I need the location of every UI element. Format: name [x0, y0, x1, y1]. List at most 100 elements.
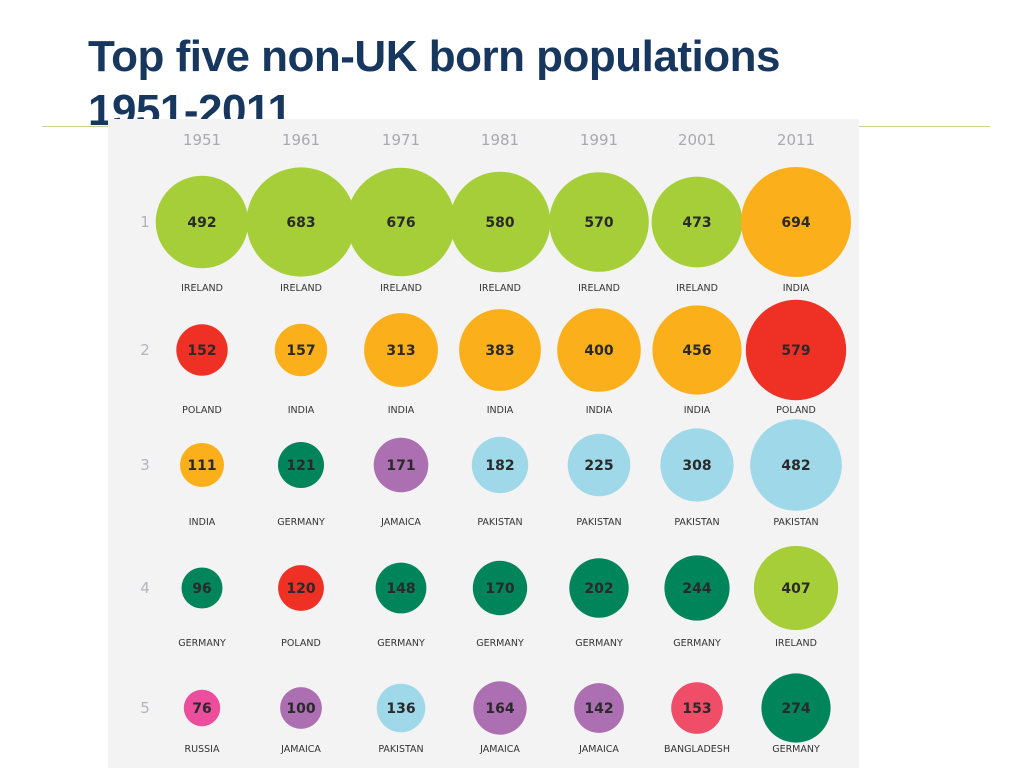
bubble-pakistan-1981 — [471, 436, 529, 494]
country-label: GERMANY — [277, 517, 325, 528]
country-label: INDIA — [388, 405, 415, 416]
bubble-india-1961 — [274, 323, 328, 377]
country-label: JAMAICA — [280, 744, 321, 755]
bubble-india-1991 — [557, 308, 641, 392]
bubble-chart: 1951 1961 1971 1981 1991 2001 2011 1 2 3 4 5 492 IREL… — [140, 131, 851, 755]
year-label-1981: 1981 — [481, 131, 519, 149]
value-label: 182 — [485, 458, 514, 474]
value-label: 473 — [682, 215, 711, 231]
value-label: 580 — [485, 215, 514, 231]
year-label-1961: 1961 — [282, 131, 320, 149]
bubble-germany-1971 — [375, 562, 427, 614]
country-label: GERMANY — [772, 744, 820, 755]
bubble-ireland-1991 — [549, 172, 649, 272]
country-label: GERMANY — [673, 638, 721, 649]
value-label: 383 — [485, 343, 514, 359]
value-label: 136 — [386, 701, 415, 717]
bubble-germany-1981 — [472, 560, 528, 616]
year-label-2011: 2011 — [777, 131, 815, 149]
bubble-jamaica-1971 — [373, 437, 429, 493]
country-label: JAMAICA — [380, 517, 421, 528]
bubble-poland-2011 — [745, 299, 847, 401]
bubble-jamaica-1961 — [280, 687, 322, 729]
bubble-pakistan-1971 — [376, 683, 426, 733]
bubble-ireland-2001 — [651, 176, 743, 268]
value-label: 456 — [682, 343, 711, 359]
bubble-jamaica-1981 — [473, 681, 527, 735]
country-label: IRELAND — [479, 283, 521, 294]
country-label: RUSSIA — [185, 744, 220, 755]
country-label: IRELAND — [578, 283, 620, 294]
country-label: INDIA — [487, 405, 514, 416]
value-label: 225 — [584, 458, 613, 474]
rank-label-5: 5 — [140, 699, 150, 717]
bubble-bangladesh-2001 — [671, 682, 723, 734]
rank-label-2: 2 — [140, 341, 150, 359]
bubble-germany-2011 — [761, 673, 831, 743]
value-label: 683 — [286, 215, 315, 231]
country-label: INDIA — [586, 405, 613, 416]
value-label: 120 — [286, 581, 315, 597]
country-label: INDIA — [189, 517, 216, 528]
bubble-pakistan-1991 — [567, 433, 631, 497]
country-label: PAKISTAN — [773, 517, 818, 528]
bubble-india-1951 — [180, 443, 224, 487]
country-label: GERMANY — [575, 638, 623, 649]
slide-title: Top five non-UK born populations 1951-20… — [88, 32, 780, 135]
value-label: 694 — [781, 215, 810, 231]
value-label: 171 — [386, 458, 415, 474]
rank-label-4: 4 — [140, 579, 150, 597]
bubble-india-1971 — [364, 313, 438, 387]
country-label: PAKISTAN — [576, 517, 621, 528]
value-label: 492 — [187, 215, 216, 231]
country-label: IRELAND — [676, 283, 718, 294]
bubble-india-2001 — [652, 305, 742, 395]
rank-label-3: 3 — [140, 456, 150, 474]
country-label: IRELAND — [181, 283, 223, 294]
year-label-1951: 1951 — [183, 131, 221, 149]
value-label: 121 — [286, 458, 315, 474]
value-label: 157 — [286, 343, 315, 359]
country-label: BANGLADESH — [664, 744, 730, 755]
value-label: 482 — [781, 458, 810, 474]
value-label: 111 — [187, 458, 216, 474]
value-label: 274 — [781, 701, 810, 717]
bubble-germany-2001 — [664, 555, 730, 621]
value-label: 152 — [187, 343, 216, 359]
rank-label-1: 1 — [140, 213, 150, 231]
year-label-1991: 1991 — [580, 131, 618, 149]
value-label: 142 — [584, 701, 613, 717]
value-label: 308 — [682, 458, 711, 474]
bubble-jamaica-1991 — [574, 683, 624, 733]
value-label: 579 — [781, 343, 810, 359]
year-label-2001: 2001 — [678, 131, 716, 149]
value-label: 96 — [192, 581, 211, 597]
bubble-ireland-1971 — [346, 167, 456, 277]
bubble-germany-1961 — [278, 442, 324, 488]
country-label: GERMANY — [377, 638, 425, 649]
bubble-pakistan-2001 — [660, 428, 734, 502]
country-label: POLAND — [281, 638, 321, 649]
country-label: INDIA — [783, 283, 810, 294]
year-label-1971: 1971 — [382, 131, 420, 149]
country-label: INDIA — [288, 405, 315, 416]
value-label: 170 — [485, 581, 514, 597]
bubble-india-2011 — [741, 167, 851, 277]
country-label: PAKISTAN — [378, 744, 423, 755]
bubble-ireland-2011 — [753, 545, 839, 631]
bubble-germany-1951 — [181, 567, 223, 609]
country-label: POLAND — [776, 405, 816, 416]
value-label: 570 — [584, 215, 613, 231]
country-label: IRELAND — [775, 638, 817, 649]
value-label: 76 — [192, 701, 211, 717]
bubble-ireland-1961 — [246, 167, 356, 277]
country-label: POLAND — [182, 405, 222, 416]
value-label: 676 — [386, 215, 415, 231]
country-label: GERMANY — [476, 638, 524, 649]
country-label: INDIA — [684, 405, 711, 416]
bubble-germany-1991 — [569, 558, 629, 618]
country-label: IRELAND — [380, 283, 422, 294]
value-label: 313 — [386, 343, 415, 359]
country-label: PAKISTAN — [477, 517, 522, 528]
bubble-poland-1951 — [176, 324, 228, 376]
